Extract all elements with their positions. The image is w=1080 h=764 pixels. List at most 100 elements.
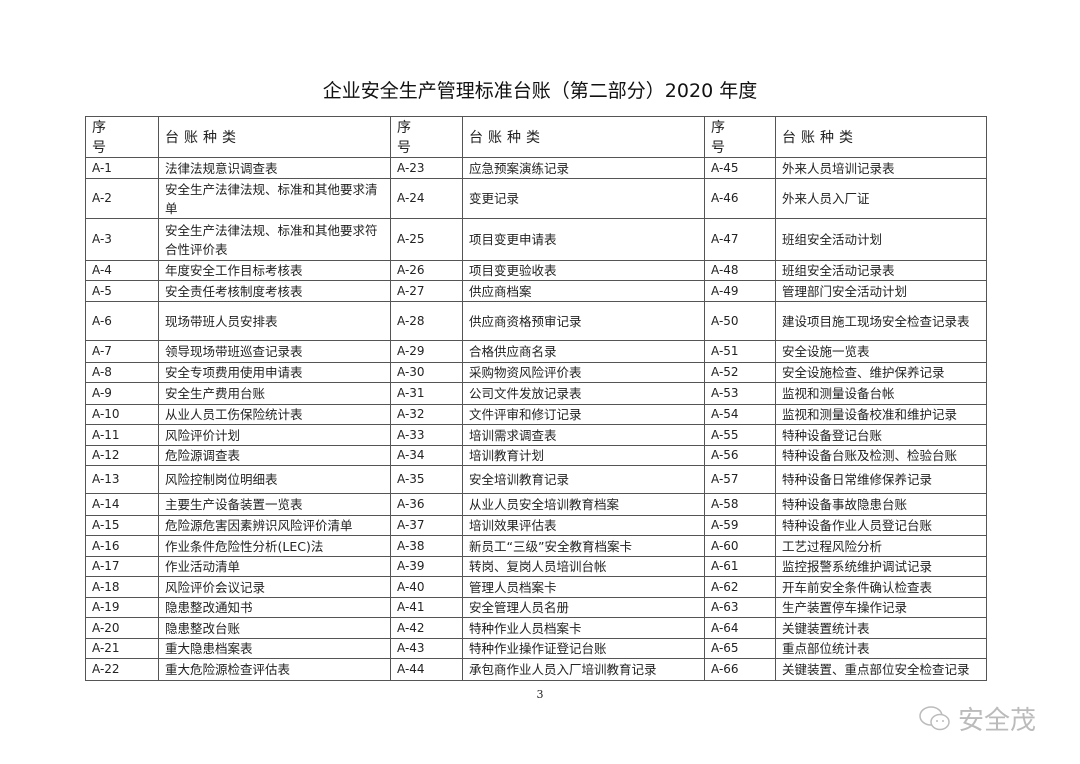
- ledger-name: 危险源调查表: [158, 445, 391, 466]
- ledger-name: 项目变更申请表: [462, 218, 705, 261]
- ledger-code: A-54: [704, 404, 776, 425]
- ledger-code: A-49: [704, 280, 776, 302]
- ledger-code: A-36: [390, 493, 463, 516]
- table-row: A-14 主要生产设备装置一览表 A-36 从业人员安全培训教育档案 A-58 特种设备事…: [85, 493, 987, 516]
- document-title: 企业安全生产管理标准台账（第二部分）2020 年度: [322, 80, 758, 102]
- ledger-name: 安全设施检查、维护保养记录: [775, 362, 987, 383]
- table-row: A-21 重大隐患档案表 A-43 特种作业操作证登记台账 A-65 重点部位统计表: [85, 638, 987, 659]
- ledger-code: A-60: [704, 535, 776, 557]
- ledger-name: 变更记录: [462, 178, 705, 219]
- table-row: A-13 风险控制岗位明细表 A-35 安全培训教育记录 A-57 特种设备日常维修保养记…: [85, 465, 987, 494]
- ledger-code: A-35: [390, 465, 463, 494]
- ledger-code: A-6: [85, 301, 159, 341]
- ledger-code: A-23: [390, 157, 463, 179]
- ledger-name: 特种设备日常维修保养记录: [775, 465, 987, 494]
- ledger-name: 监视和测量设备校准和维护记录: [775, 404, 987, 425]
- table-row: A-11 风险评价计划 A-33 培训需求调查表 A-55 特种设备登记台账: [85, 424, 987, 446]
- table-row: A-22 重大危险源检查评估表 A-44 承包商作业人员入厂培训教育记录 A-66 关键装…: [85, 658, 987, 681]
- header-seq: 序 号: [704, 116, 776, 158]
- ledger-name: 作业活动清单: [158, 556, 391, 577]
- ledger-code: A-8: [85, 362, 159, 383]
- ledger-name: 关键装置统计表: [775, 617, 987, 639]
- header-kind: 台账种类: [462, 116, 705, 158]
- ledger-name: 安全生产法律法规、标准和其他要求清单: [158, 178, 391, 219]
- ledger-name: 管理部门安全活动计划: [775, 280, 987, 302]
- ledger-code: A-37: [390, 515, 463, 536]
- ledger-name: 合格供应商名录: [462, 340, 705, 363]
- ledger-name: 风险评价会议记录: [158, 576, 391, 598]
- ledger-name: 外来人员培训记录表: [775, 157, 987, 179]
- ledger-name: 班组安全活动计划: [775, 218, 987, 261]
- ledger-code: A-59: [704, 515, 776, 536]
- ledger-name: 公司文件发放记录表: [462, 382, 705, 405]
- ledger-code: A-64: [704, 617, 776, 639]
- ledger-name: 安全培训教育记录: [462, 465, 705, 494]
- ledger-code: A-45: [704, 157, 776, 179]
- ledger-code: A-56: [704, 445, 776, 466]
- ledger-code: A-21: [85, 638, 159, 659]
- ledger-name: 现场带班人员安排表: [158, 301, 391, 341]
- ledger-name: 文件评审和修订记录: [462, 404, 705, 425]
- ledger-name: 采购物资风险评价表: [462, 362, 705, 383]
- ledger-code: A-27: [390, 280, 463, 302]
- ledger-code: A-55: [704, 424, 776, 446]
- ledger-code: A-13: [85, 465, 159, 494]
- ledger-name: 特种作业人员档案卡: [462, 617, 705, 639]
- ledger-code: A-15: [85, 515, 159, 536]
- ledger-code: A-65: [704, 638, 776, 659]
- ledger-name: 外来人员入厂证: [775, 178, 987, 219]
- ledger-name: 重大危险源检查评估表: [158, 658, 391, 681]
- ledger-code: A-62: [704, 576, 776, 598]
- ledger-code: A-46: [704, 178, 776, 219]
- header-kind: 台账种类: [775, 116, 987, 158]
- ledger-name: 应急预案演练记录: [462, 157, 705, 179]
- ledger-code: A-43: [390, 638, 463, 659]
- wechat-icon: [919, 705, 950, 730]
- ledger-name: 年度安全工作目标考核表: [158, 260, 391, 281]
- ledger-code: A-51: [704, 340, 776, 363]
- table-row: A-20 隐患整改台账 A-42 特种作业人员档案卡 A-64 关键装置统计表: [85, 617, 987, 639]
- ledger-code: A-32: [390, 404, 463, 425]
- table-row: A-2 安全生产法律法规、标准和其他要求清单 A-24 变更记录 A-46 外来人员入厂证: [85, 178, 987, 219]
- ledger-name: 重大隐患档案表: [158, 638, 391, 659]
- ledger-code: A-38: [390, 535, 463, 557]
- table-row: A-17 作业活动清单 A-39 转岗、复岗人员培训台帐 A-61 监控报警系统维护调试记…: [85, 556, 987, 577]
- ledger-code: A-39: [390, 556, 463, 577]
- ledger-name: 特种设备台账及检测、检验台账: [775, 445, 987, 466]
- ledger-name: 特种设备作业人员登记台账: [775, 515, 987, 536]
- ledger-name: 关键装置、重点部位安全检查记录: [775, 658, 987, 681]
- ledger-name: 安全管理人员名册: [462, 597, 705, 618]
- table-row: A-16 作业条件危险性分析(LEC)法 A-38 新员工“三级”安全教育档案卡 A-6…: [85, 535, 987, 557]
- table-row: A-9 安全生产费用台账 A-31 公司文件发放记录表 A-53 监视和测量设备台帐: [85, 382, 987, 405]
- table-row: A-18 风险评价会议记录 A-40 管理人员档案卡 A-62 开车前安全条件确认检查表: [85, 576, 987, 598]
- ledger-name: 培训效果评估表: [462, 515, 705, 536]
- header-seq: 序 号: [85, 116, 159, 158]
- ledger-name: 主要生产设备装置一览表: [158, 493, 391, 516]
- ledger-code: A-11: [85, 424, 159, 446]
- ledger-name: 安全设施一览表: [775, 340, 987, 363]
- header-kind: 台账种类: [158, 116, 391, 158]
- watermark-text: 安全茂: [958, 706, 1037, 736]
- ledger-code: A-28: [390, 301, 463, 341]
- ledger-name: 风险控制岗位明细表: [158, 465, 391, 494]
- ledger-code: A-53: [704, 382, 776, 405]
- ledger-code: A-3: [85, 218, 159, 261]
- ledger-code: A-10: [85, 404, 159, 425]
- ledger-code: A-31: [390, 382, 463, 405]
- ledger-name: 重点部位统计表: [775, 638, 987, 659]
- ledger-code: A-17: [85, 556, 159, 577]
- ledger-code: A-7: [85, 340, 159, 363]
- ledger-name: 从业人员安全培训教育档案: [462, 493, 705, 516]
- ledger-name: 风险评价计划: [158, 424, 391, 446]
- ledger-table: 序 号 台账种类 序 号 台账种类 序 号 台账种类 A-1 法律法规意识调查表 A…: [85, 116, 987, 681]
- ledger-code: A-63: [704, 597, 776, 618]
- watermark: 安全茂: [918, 700, 1036, 737]
- ledger-code: A-14: [85, 493, 159, 516]
- ledger-name: 承包商作业人员入厂培训教育记录: [462, 658, 705, 681]
- ledger-code: A-29: [390, 340, 463, 363]
- ledger-code: A-30: [390, 362, 463, 383]
- ledger-name: 监控报警系统维护调试记录: [775, 556, 987, 577]
- ledger-code: A-42: [390, 617, 463, 639]
- ledger-code: A-48: [704, 260, 776, 281]
- table-row: A-6 现场带班人员安排表 A-28 供应商资格预审记录 A-50 建设项目施工现场安全检…: [85, 301, 987, 341]
